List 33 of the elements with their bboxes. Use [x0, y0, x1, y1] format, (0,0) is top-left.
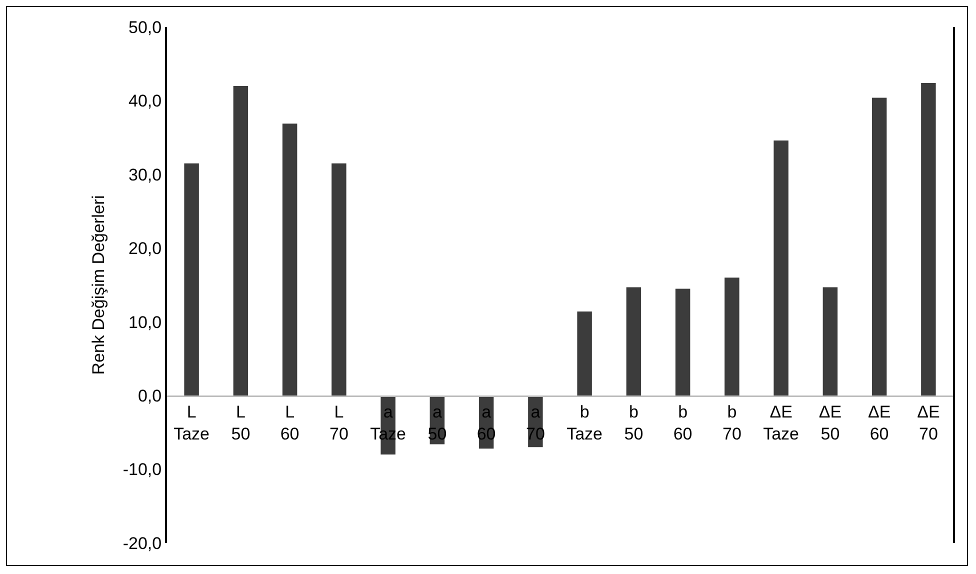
- bar: [724, 278, 740, 396]
- x-tick-label: ΔE Taze: [763, 402, 800, 444]
- y-tick-label: 20,0: [128, 239, 162, 258]
- bar: [626, 287, 642, 396]
- x-tick-label: L 70: [329, 402, 348, 444]
- bar: [675, 288, 690, 396]
- y-tick-label: 40,0: [128, 92, 162, 111]
- x-tick-label: ΔE 70: [917, 402, 940, 444]
- x-tick-label: L 50: [231, 402, 250, 444]
- y-tick-label: 10,0: [128, 312, 162, 332]
- x-tick-label: L 60: [280, 402, 300, 444]
- x-tick-label: b 60: [673, 402, 692, 444]
- bar: [233, 86, 248, 396]
- bar: [774, 140, 788, 396]
- bar: [577, 312, 592, 396]
- bar: [184, 163, 199, 396]
- x-tick-label: b 70: [722, 402, 742, 444]
- y-tick-label: 30,0: [128, 165, 162, 184]
- y-tick-label: 0,0: [138, 386, 162, 406]
- x-tick-label: ΔE 50: [818, 402, 842, 444]
- x-tick-label: b Taze: [566, 402, 603, 444]
- y-tick-label: 50,0: [128, 18, 162, 37]
- bar: [872, 98, 887, 396]
- bar: [332, 163, 346, 396]
- y-axis-title: Renk Değişim Değerleri: [88, 195, 108, 375]
- y-tick-label: -20,0: [122, 534, 162, 553]
- bar: [822, 287, 838, 396]
- x-tick-label: ΔE 60: [868, 402, 891, 444]
- x-tick-label: L Taze: [174, 402, 210, 444]
- x-tick-label: b 50: [624, 402, 644, 444]
- bar: [282, 124, 298, 396]
- y-tick-label: -10,0: [122, 460, 162, 480]
- bar: [921, 83, 936, 396]
